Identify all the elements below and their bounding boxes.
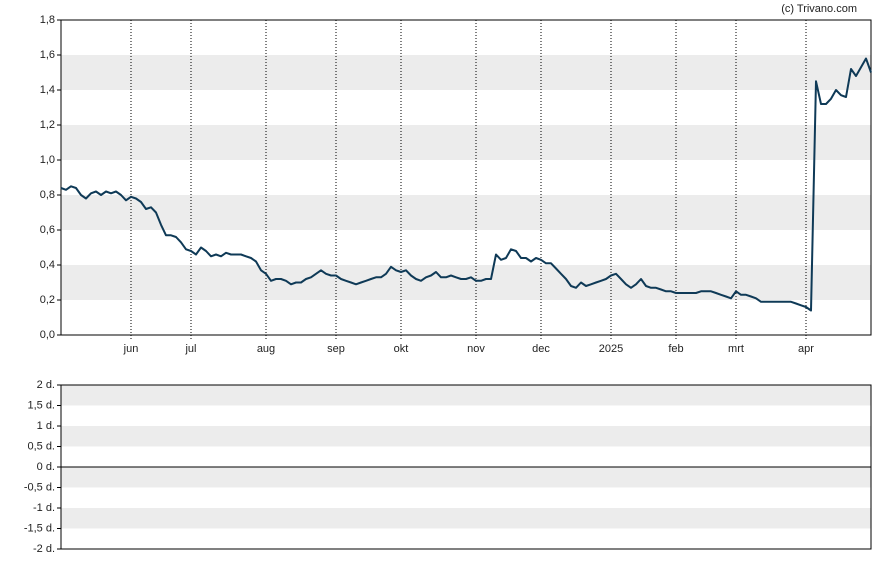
y-tick-label: 0 d. (37, 461, 55, 473)
grid-band (61, 385, 871, 406)
y-tick-label: 0,0 (40, 329, 55, 341)
x-tick-label: 2025 (599, 343, 623, 355)
y-tick-label: 1,5 d. (27, 399, 55, 411)
y-tick-label: -1,5 d. (24, 522, 55, 534)
grid-band (61, 467, 871, 488)
y-tick-label: 1,2 (40, 119, 55, 131)
y-tick-label: 0,2 (40, 294, 55, 306)
grid-band (61, 508, 871, 529)
price-line (60, 57, 872, 312)
x-tick-label: okt (394, 343, 409, 355)
x-tick-label: aug (257, 343, 275, 355)
y-tick-label: 1 d. (37, 420, 55, 432)
y-tick-label: -0,5 d. (24, 481, 55, 493)
x-tick-label: sep (327, 343, 345, 355)
x-tick-label: apr (798, 343, 814, 355)
y-tick-label: -1 d. (33, 502, 55, 514)
y-tick-label: 1,0 (40, 154, 55, 166)
x-tick-label: jul (184, 343, 196, 355)
y-tick-label: -2 d. (33, 543, 55, 555)
x-tick-label: jun (123, 343, 139, 355)
copyright: (c) Trivano.com (781, 3, 857, 15)
y-tick-label: 0,8 (40, 189, 55, 201)
x-tick-label: mrt (728, 343, 744, 355)
grid-band (61, 55, 871, 90)
x-tick-label: dec (532, 343, 550, 355)
y-tick-label: 0,6 (40, 224, 55, 236)
grid-band (61, 265, 871, 300)
y-tick-label: 1,6 (40, 49, 55, 61)
x-tick-label: nov (467, 343, 485, 355)
y-tick-label: 0,5 d. (27, 440, 55, 452)
grid-band (61, 426, 871, 447)
grid-band (61, 195, 871, 230)
x-tick-label: feb (668, 343, 683, 355)
plot-frame (60, 384, 872, 550)
y-tick-label: 0,4 (40, 259, 55, 271)
y-tick-label: 2 d. (37, 379, 55, 391)
y-tick-label: 1,8 (40, 14, 55, 26)
grid-band (61, 125, 871, 160)
plot-frame (60, 19, 872, 336)
y-tick-label: 1,4 (40, 84, 55, 96)
